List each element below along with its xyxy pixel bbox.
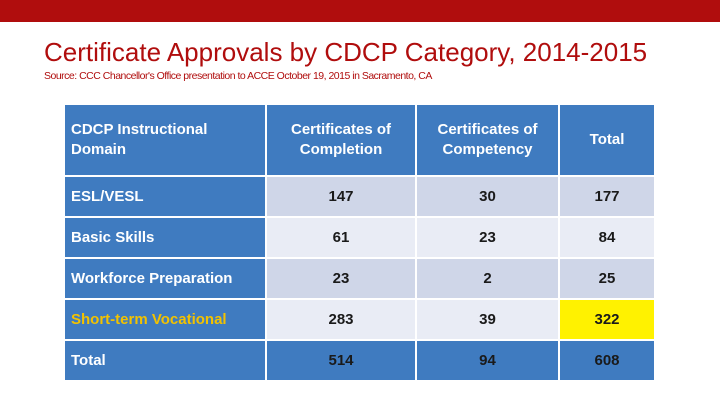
cell-completion: 61 <box>265 216 417 259</box>
table-row: ESL/VESL 147 30 177 <box>63 175 656 218</box>
header-domain: CDCP Instructional Domain <box>63 103 267 177</box>
cell-competency: 2 <box>415 257 560 300</box>
certificate-approvals-table: CDCP Instructional Domain Certificates o… <box>63 103 656 382</box>
cell-total: 177 <box>558 175 656 218</box>
top-accent-bar <box>0 0 720 22</box>
cell-competency: 39 <box>415 298 560 341</box>
cell-completion: 147 <box>265 175 417 218</box>
certificate-table-container: CDCP Instructional Domain Certificates o… <box>63 103 656 382</box>
cell-completion: 283 <box>265 298 417 341</box>
cell-grand-total: 608 <box>558 339 656 382</box>
header-competency: Certificates of Competency <box>415 103 560 177</box>
row-label-workforce-preparation: Workforce Preparation <box>63 257 267 300</box>
cell-competency: 23 <box>415 216 560 259</box>
cell-completion-total: 514 <box>265 339 417 382</box>
table-row: Short-term Vocational 283 39 322 <box>63 298 656 341</box>
cell-total: 25 <box>558 257 656 300</box>
cell-competency: 30 <box>415 175 560 218</box>
row-label-short-term-vocational: Short-term Vocational <box>63 298 267 341</box>
row-label-basic-skills: Basic Skills <box>63 216 267 259</box>
table-row: Workforce Preparation 23 2 25 <box>63 257 656 300</box>
table-total-row: Total 514 94 608 <box>63 339 656 382</box>
slide-title: Certificate Approvals by CDCP Category, … <box>44 37 648 67</box>
cell-total: 84 <box>558 216 656 259</box>
source-caption: Source: CCC Chancellor's Office presenta… <box>44 70 432 82</box>
cell-completion: 23 <box>265 257 417 300</box>
header-total: Total <box>558 103 656 177</box>
table-header-row: CDCP Instructional Domain Certificates o… <box>63 103 656 177</box>
row-label-esl-vesl: ESL/VESL <box>63 175 267 218</box>
row-label-total: Total <box>63 339 267 382</box>
cell-total-highlighted: 322 <box>558 298 656 341</box>
table-row: Basic Skills 61 23 84 <box>63 216 656 259</box>
cell-competency-total: 94 <box>415 339 560 382</box>
header-completion: Certificates of Completion <box>265 103 417 177</box>
